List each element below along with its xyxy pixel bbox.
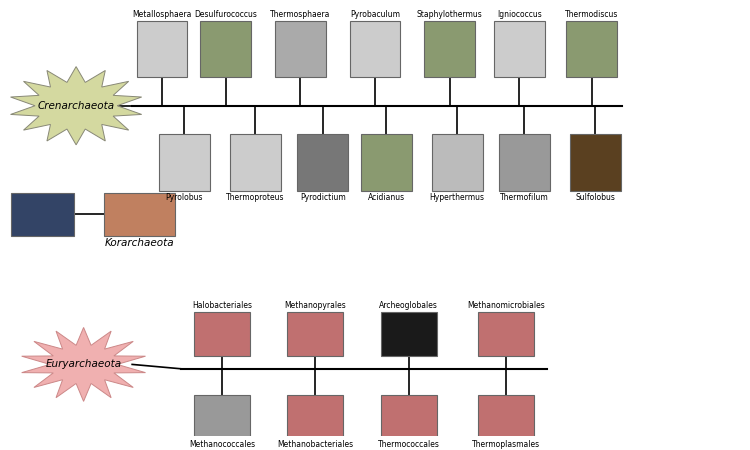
Text: Euryarchaeota: Euryarchaeota xyxy=(46,360,122,369)
Text: Methanococcales: Methanococcales xyxy=(189,441,255,450)
Text: Halobacteriales: Halobacteriales xyxy=(192,301,252,310)
FancyBboxPatch shape xyxy=(499,134,550,190)
FancyBboxPatch shape xyxy=(424,21,476,77)
Text: Sulfolobus: Sulfolobus xyxy=(575,193,615,202)
FancyBboxPatch shape xyxy=(361,134,412,190)
FancyBboxPatch shape xyxy=(194,395,250,438)
Text: Desulfurococcus: Desulfurococcus xyxy=(194,10,257,19)
Text: Pyrobaculum: Pyrobaculum xyxy=(350,10,400,19)
FancyBboxPatch shape xyxy=(380,395,436,438)
FancyBboxPatch shape xyxy=(230,134,280,190)
Text: Thermoplasmales: Thermoplasmales xyxy=(472,441,540,450)
FancyBboxPatch shape xyxy=(380,312,436,356)
FancyBboxPatch shape xyxy=(350,21,400,77)
FancyBboxPatch shape xyxy=(159,134,210,190)
FancyBboxPatch shape xyxy=(287,395,344,438)
Text: Metallosphaera: Metallosphaera xyxy=(132,10,192,19)
Text: Archeoglobales: Archeoglobales xyxy=(380,301,438,310)
Text: Methanobacteriales: Methanobacteriales xyxy=(278,441,353,450)
Text: Acidianus: Acidianus xyxy=(368,193,405,202)
FancyBboxPatch shape xyxy=(10,193,74,236)
Text: Methanomicrobiales: Methanomicrobiales xyxy=(467,301,544,310)
FancyBboxPatch shape xyxy=(297,134,348,190)
FancyBboxPatch shape xyxy=(478,395,534,438)
FancyBboxPatch shape xyxy=(194,312,250,356)
Text: Hyperthermus: Hyperthermus xyxy=(430,193,484,202)
Text: Igniococcus: Igniococcus xyxy=(496,10,542,19)
Text: Methanopyrales: Methanopyrales xyxy=(284,301,346,310)
FancyBboxPatch shape xyxy=(136,21,188,77)
Text: Thermococcales: Thermococcales xyxy=(378,441,440,450)
Text: Thermoproteus: Thermoproteus xyxy=(226,193,285,202)
Polygon shape xyxy=(10,67,142,145)
FancyBboxPatch shape xyxy=(274,21,326,77)
Text: Thermosphaera: Thermosphaera xyxy=(270,10,331,19)
Text: Thermodiscus: Thermodiscus xyxy=(565,10,619,19)
FancyBboxPatch shape xyxy=(287,312,344,356)
FancyBboxPatch shape xyxy=(104,193,175,236)
FancyBboxPatch shape xyxy=(566,21,617,77)
FancyBboxPatch shape xyxy=(494,21,544,77)
Text: Crenarchaeota: Crenarchaeota xyxy=(38,101,115,111)
FancyBboxPatch shape xyxy=(432,134,482,190)
FancyBboxPatch shape xyxy=(478,312,534,356)
Text: Thermofilum: Thermofilum xyxy=(500,193,549,202)
FancyBboxPatch shape xyxy=(570,134,621,190)
FancyBboxPatch shape xyxy=(200,21,251,77)
Text: Pyrodictium: Pyrodictium xyxy=(300,193,346,202)
Polygon shape xyxy=(22,328,146,401)
Text: Pyrolobus: Pyrolobus xyxy=(166,193,203,202)
Text: Staphylothermus: Staphylothermus xyxy=(417,10,482,19)
Text: Korarchaeota: Korarchaeota xyxy=(105,238,175,248)
